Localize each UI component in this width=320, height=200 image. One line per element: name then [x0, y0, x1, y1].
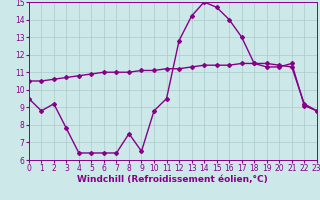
X-axis label: Windchill (Refroidissement éolien,°C): Windchill (Refroidissement éolien,°C)	[77, 175, 268, 184]
